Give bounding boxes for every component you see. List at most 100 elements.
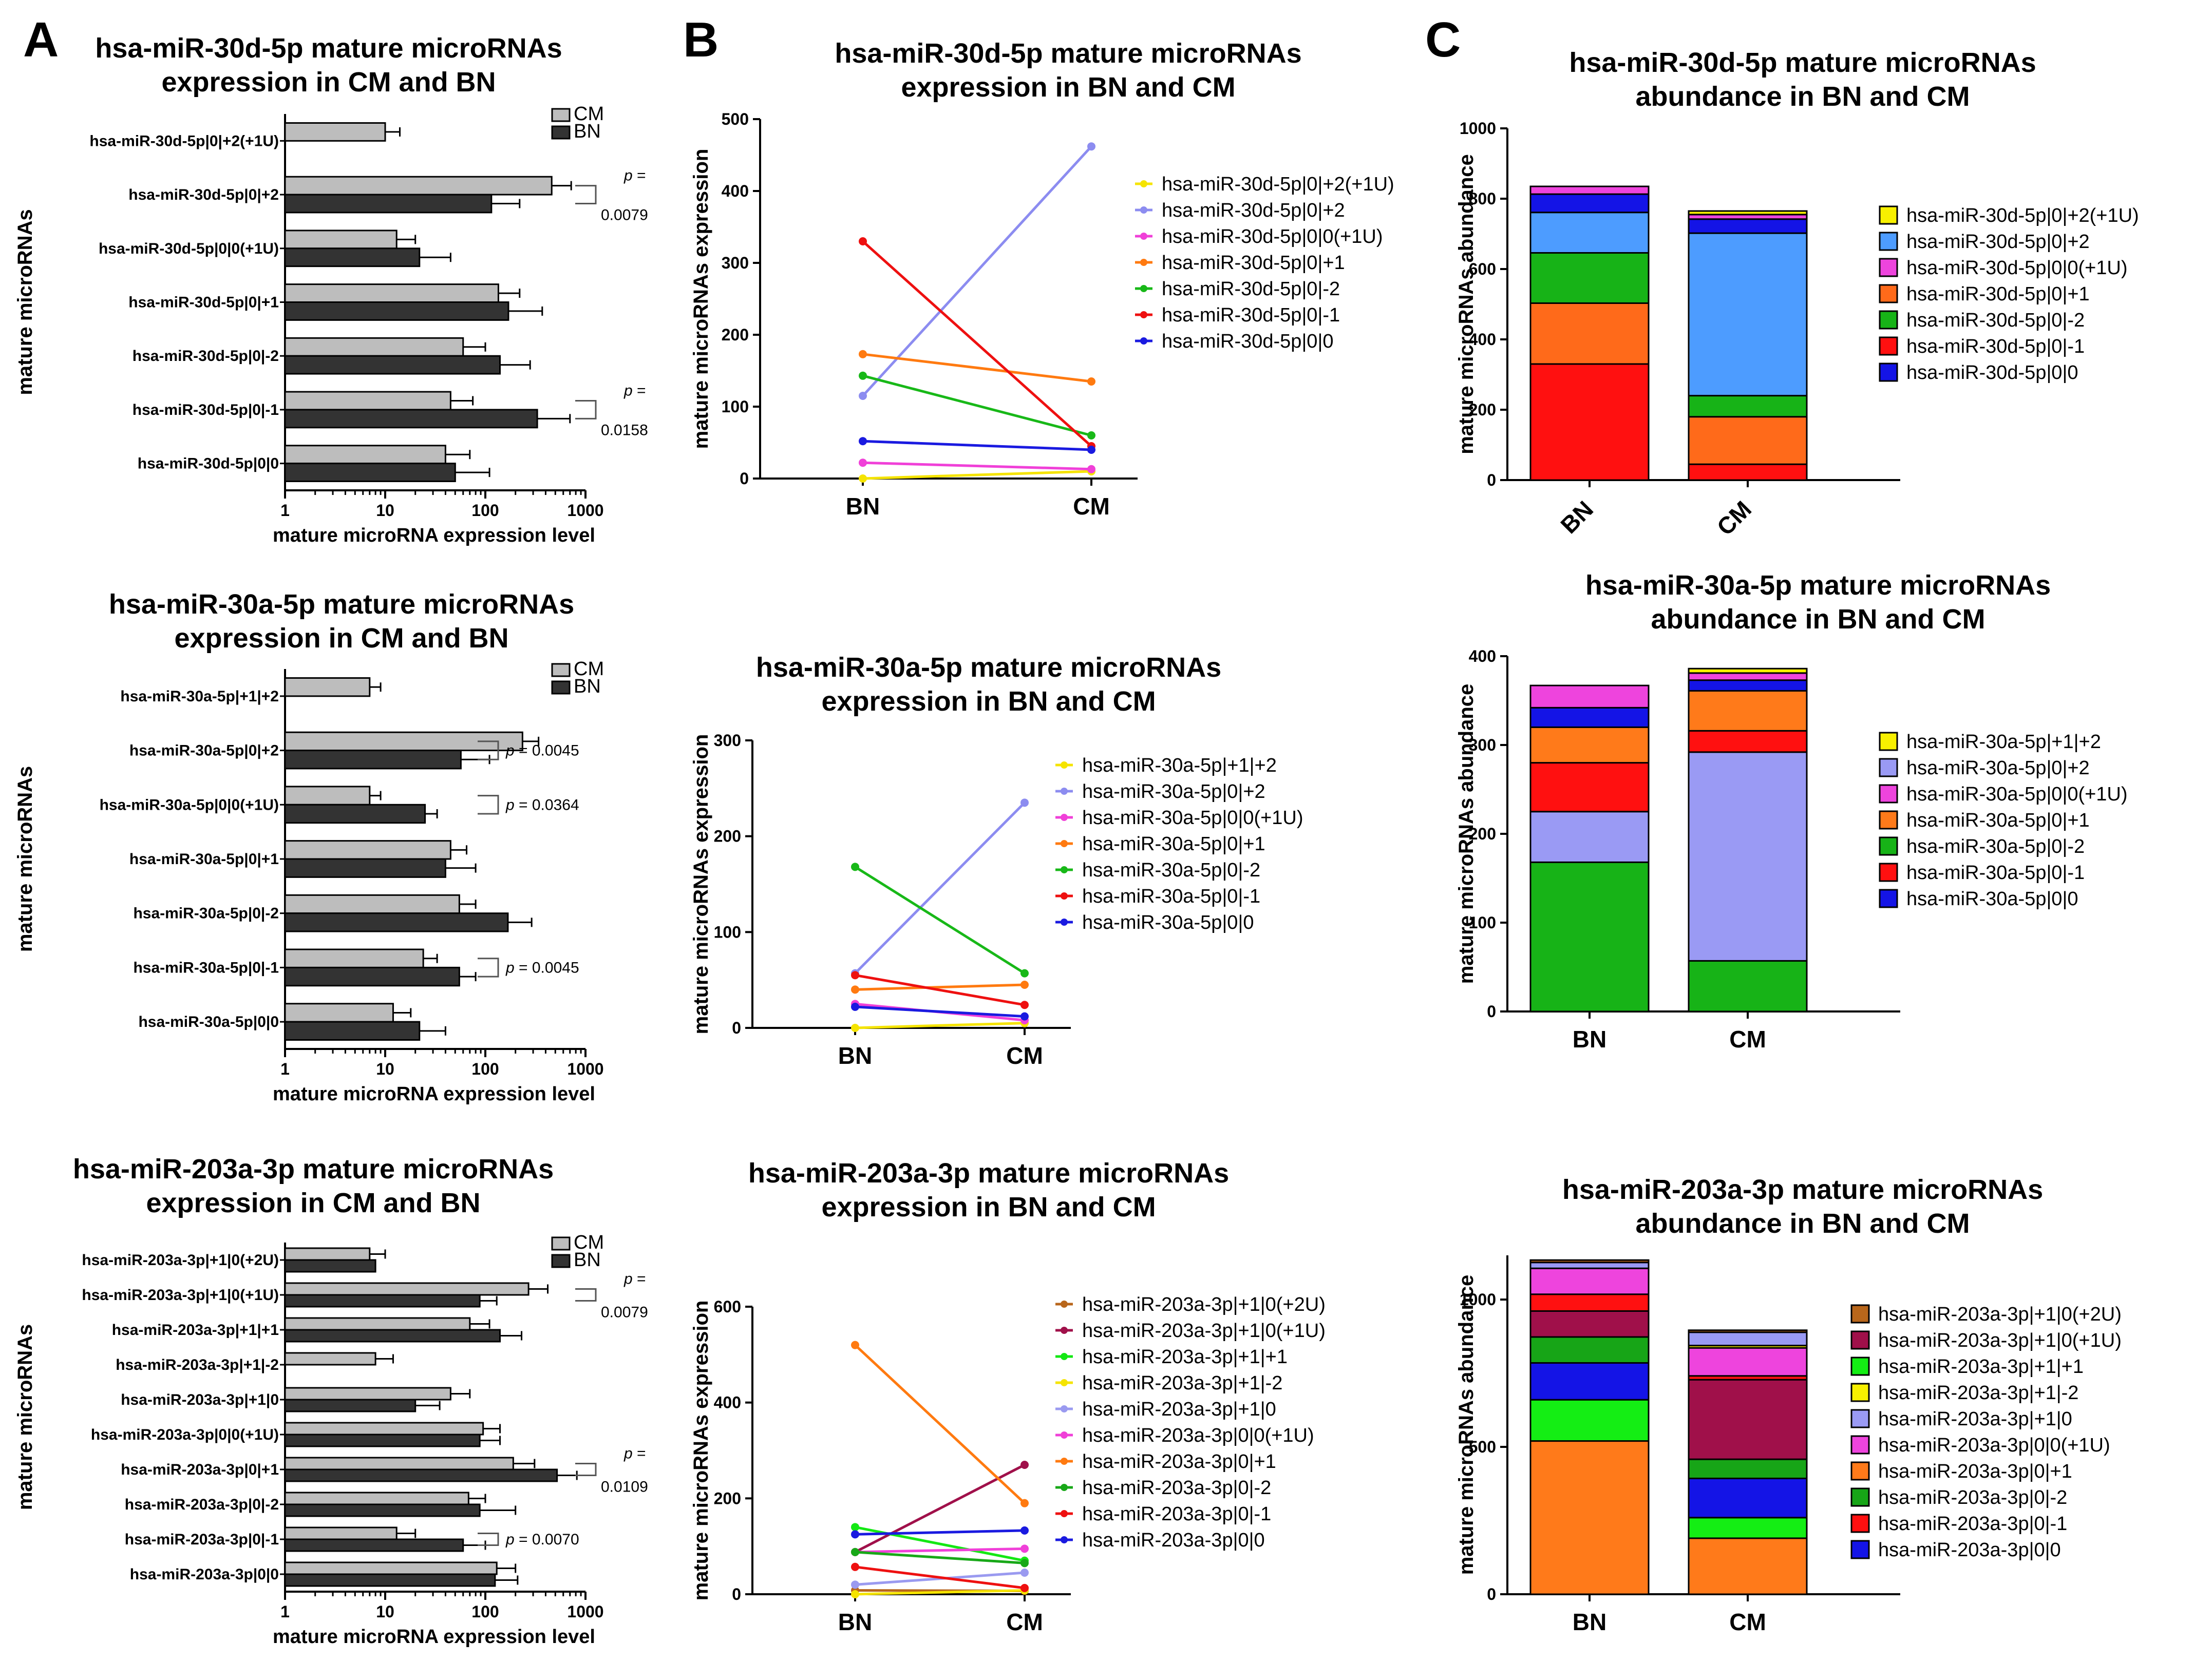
legend-label: hsa-miR-203a-3p|+1|0(+1U): [1878, 1330, 2122, 1351]
point-BN-hsa-miR-30a-5p|+1|+2: [851, 1024, 859, 1032]
series-line-hsa-miR-203a-3p|0|-1: [855, 1565, 1025, 1590]
legend-label: hsa-miR-203a-3p|0|0(+1U): [1082, 1425, 1314, 1446]
legend-label: hsa-miR-30a-5p|0|-1: [1082, 886, 1260, 907]
chart-title-B1: expression in BN and CM: [901, 72, 1235, 103]
stack-segment-hsa-miR-30a-5p|0|-1: [1688, 730, 1808, 753]
significance-bracket: [575, 185, 597, 204]
p-value: 0.0079: [601, 1304, 648, 1321]
legend-swatch: [1850, 1304, 1870, 1324]
x-tick-label: 100: [471, 501, 499, 520]
p-value-label: p = 0.0070: [505, 1531, 579, 1548]
series-line-hsa-miR-30d-5p|0|+1: [862, 353, 1092, 383]
y-tick-label: 200: [1469, 400, 1496, 419]
series-line-hsa-miR-30d-5p|0|+2: [862, 145, 1092, 397]
legend-swatch: [1850, 1435, 1870, 1455]
legend-label: hsa-miR-203a-3p|+1|0(+2U): [1082, 1294, 1326, 1315]
y-axis-label: mature microRNAs abundance: [1455, 154, 1478, 454]
p-value-label: p =: [623, 383, 646, 399]
legend-label: hsa-miR-203a-3p|+1|+1: [1082, 1346, 1288, 1368]
legend-label: hsa-miR-30d-5p|0|0(+1U): [1906, 257, 2128, 279]
y-tick-label: 1000: [1460, 119, 1496, 138]
legend-swatch: [1879, 336, 1898, 356]
legend-marker: [1061, 1510, 1068, 1517]
point-CM-hsa-miR-30a-5p|0|+1: [1020, 981, 1029, 989]
p-equals: =: [633, 1271, 646, 1288]
legend-marker: [1140, 233, 1147, 240]
panel-label-b: B: [683, 12, 719, 67]
p-symbol: p: [505, 796, 515, 813]
chart-title-A2: expression in CM and BN: [174, 623, 508, 654]
p-value: 0.0158: [601, 422, 648, 438]
stack-segment-hsa-miR-203a-3p|0|0: [1688, 1477, 1808, 1519]
x-axis-label: mature microRNA expression level: [273, 1083, 595, 1105]
legend-swatch: [551, 1254, 571, 1268]
p-value-label: p = 0.0364: [505, 796, 579, 813]
bar-BN: [284, 1399, 417, 1412]
stack-segment-hsa-miR-30a-5p|0|-2: [1688, 960, 1808, 1013]
x-category-label: BN: [846, 493, 880, 520]
legend-label: hsa-miR-30d-5p|0|+1: [1906, 283, 2090, 305]
y-axis-label: mature microRNAs: [14, 209, 36, 395]
p-symbol: p: [505, 1531, 515, 1548]
bar-BN: [284, 1021, 421, 1041]
legend-label: hsa-miR-203a-3p|+1|+1: [1878, 1356, 2084, 1378]
x-tick-label: 1000: [567, 1602, 603, 1621]
legend-label: hsa-miR-203a-3p|+1|0(+1U): [1082, 1320, 1326, 1342]
point-CM-hsa-miR-30a-5p|0|-1: [1020, 1001, 1029, 1009]
legend-label: hsa-miR-203a-3p|0|+1: [1082, 1451, 1276, 1473]
legend-label: BN: [574, 121, 601, 142]
bar-CM: [284, 337, 464, 357]
stack-segment-hsa-miR-30a-5p|0|-1: [1529, 762, 1650, 813]
charts: hsa-miR-30d-5p mature microRNAsexpressio…: [14, 33, 2139, 1648]
chart-title-C1: abundance in BN and CM: [1635, 81, 1970, 112]
p-equals: =: [633, 167, 646, 184]
point-BN-hsa-miR-30d-5p|0|-2: [859, 371, 867, 380]
bar-CM: [284, 391, 451, 411]
category-label: hsa-miR-30a-5p|0|0(+1U): [100, 796, 279, 813]
bar-BN: [284, 463, 456, 483]
legend-swatch: [551, 663, 571, 677]
legend-swatch: [551, 680, 571, 695]
point-CM-hsa-miR-30a-5p|0|-2: [1020, 969, 1029, 978]
chart-title-A1: expression in CM and BN: [161, 67, 496, 98]
y-tick-label: 100: [1469, 913, 1496, 932]
chart-title-A2: hsa-miR-30a-5p mature microRNAs: [109, 589, 574, 620]
legend-marker: [1061, 814, 1068, 821]
stack-segment-hsa-miR-30a-5p|0|+1: [1688, 690, 1808, 732]
legend-swatch: [1850, 1540, 1870, 1559]
p-value: 0.0109: [601, 1479, 648, 1496]
legend-label: hsa-miR-203a-3p|0|0: [1878, 1539, 2061, 1561]
y-tick-label: 0: [740, 469, 749, 488]
bar-CM: [284, 1457, 514, 1470]
stack-segment-hsa-miR-203a-3p|0|+1: [1688, 1537, 1808, 1595]
legend-label: hsa-miR-30a-5p|0|0: [1082, 912, 1254, 933]
y-tick-label: 400: [1469, 647, 1496, 665]
y-tick-label: 0: [1487, 471, 1496, 489]
bar-CM: [284, 1492, 469, 1505]
legend-label: hsa-miR-30a-5p|0|0(+1U): [1082, 807, 1303, 829]
y-tick-label: 500: [1469, 1438, 1496, 1456]
chart-title-C3: hsa-miR-203a-3p mature microRNAs: [1562, 1174, 2043, 1205]
bar-BN: [284, 409, 538, 429]
y-tick-label: 400: [722, 182, 749, 200]
x-category-label: BN: [1555, 495, 1598, 539]
category-label: hsa-miR-30a-5p|0|+1: [129, 851, 279, 868]
stack-segment-hsa-miR-30d-5p|0|-1: [1529, 363, 1650, 481]
chart-title-C2: hsa-miR-30a-5p mature microRNAs: [1585, 570, 2051, 601]
bar-CM: [284, 948, 424, 968]
legend-marker: [1140, 285, 1147, 292]
p-value: 0.0079: [601, 207, 648, 224]
legend-label: hsa-miR-203a-3p|+1|-2: [1082, 1372, 1282, 1394]
category-label: hsa-miR-203a-3p|0|-1: [125, 1531, 279, 1548]
series-line-hsa-miR-30d-5p|0|-1: [862, 240, 1092, 447]
category-label: hsa-miR-30a-5p|0|+2: [129, 742, 279, 759]
y-axis-label: mature microRNAs expression: [690, 734, 712, 1035]
legend-marker: [1061, 1431, 1068, 1439]
stack-segment-hsa-miR-30a-5p|0|0: [1529, 706, 1650, 728]
point-BN-hsa-miR-203a-3p|0|-2: [851, 1548, 859, 1556]
y-axis-label: mature microRNAs: [14, 766, 36, 952]
bar-CM: [284, 894, 460, 914]
stack-segment-hsa-miR-203a-3p|+1|0: [1529, 1262, 1650, 1269]
point-BN-hsa-miR-203a-3p|+1|0: [851, 1580, 859, 1589]
category-label: hsa-miR-203a-3p|+1|0(+1U): [82, 1287, 279, 1304]
